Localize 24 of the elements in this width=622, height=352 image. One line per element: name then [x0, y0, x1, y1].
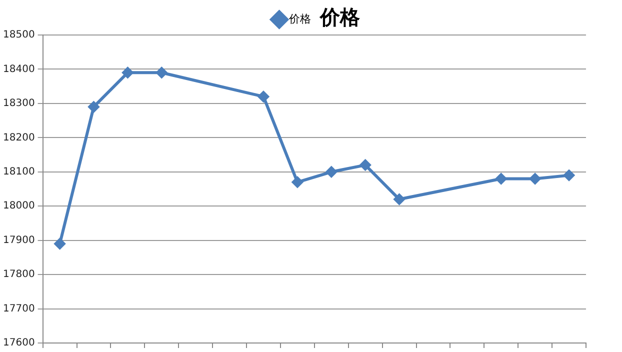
y-tick-label: 17900 — [3, 234, 35, 246]
y-tick-label: 18100 — [3, 166, 35, 178]
y-tick-label: 18400 — [3, 64, 35, 75]
legend-label: 价格 — [288, 12, 311, 26]
point — [122, 67, 134, 78]
y-tick-label: 18000 — [3, 200, 35, 212]
point — [530, 173, 541, 184]
y-tick-label: 17600 — [3, 338, 35, 349]
y-tick-label: 18500 — [3, 30, 35, 41]
point — [54, 238, 66, 250]
y-tick-label: 18300 — [3, 98, 35, 110]
y-tick-label: 18200 — [3, 132, 35, 144]
point — [292, 176, 303, 188]
point — [88, 101, 100, 112]
point — [394, 194, 405, 205]
y-tick-label: 17800 — [3, 269, 35, 280]
point — [326, 166, 337, 178]
chart-title: 价格 — [320, 5, 360, 29]
point — [258, 91, 269, 102]
point — [496, 173, 507, 184]
point — [156, 67, 168, 78]
y-tick-label: 17700 — [3, 303, 35, 314]
point — [564, 170, 575, 181]
point — [360, 160, 371, 171]
